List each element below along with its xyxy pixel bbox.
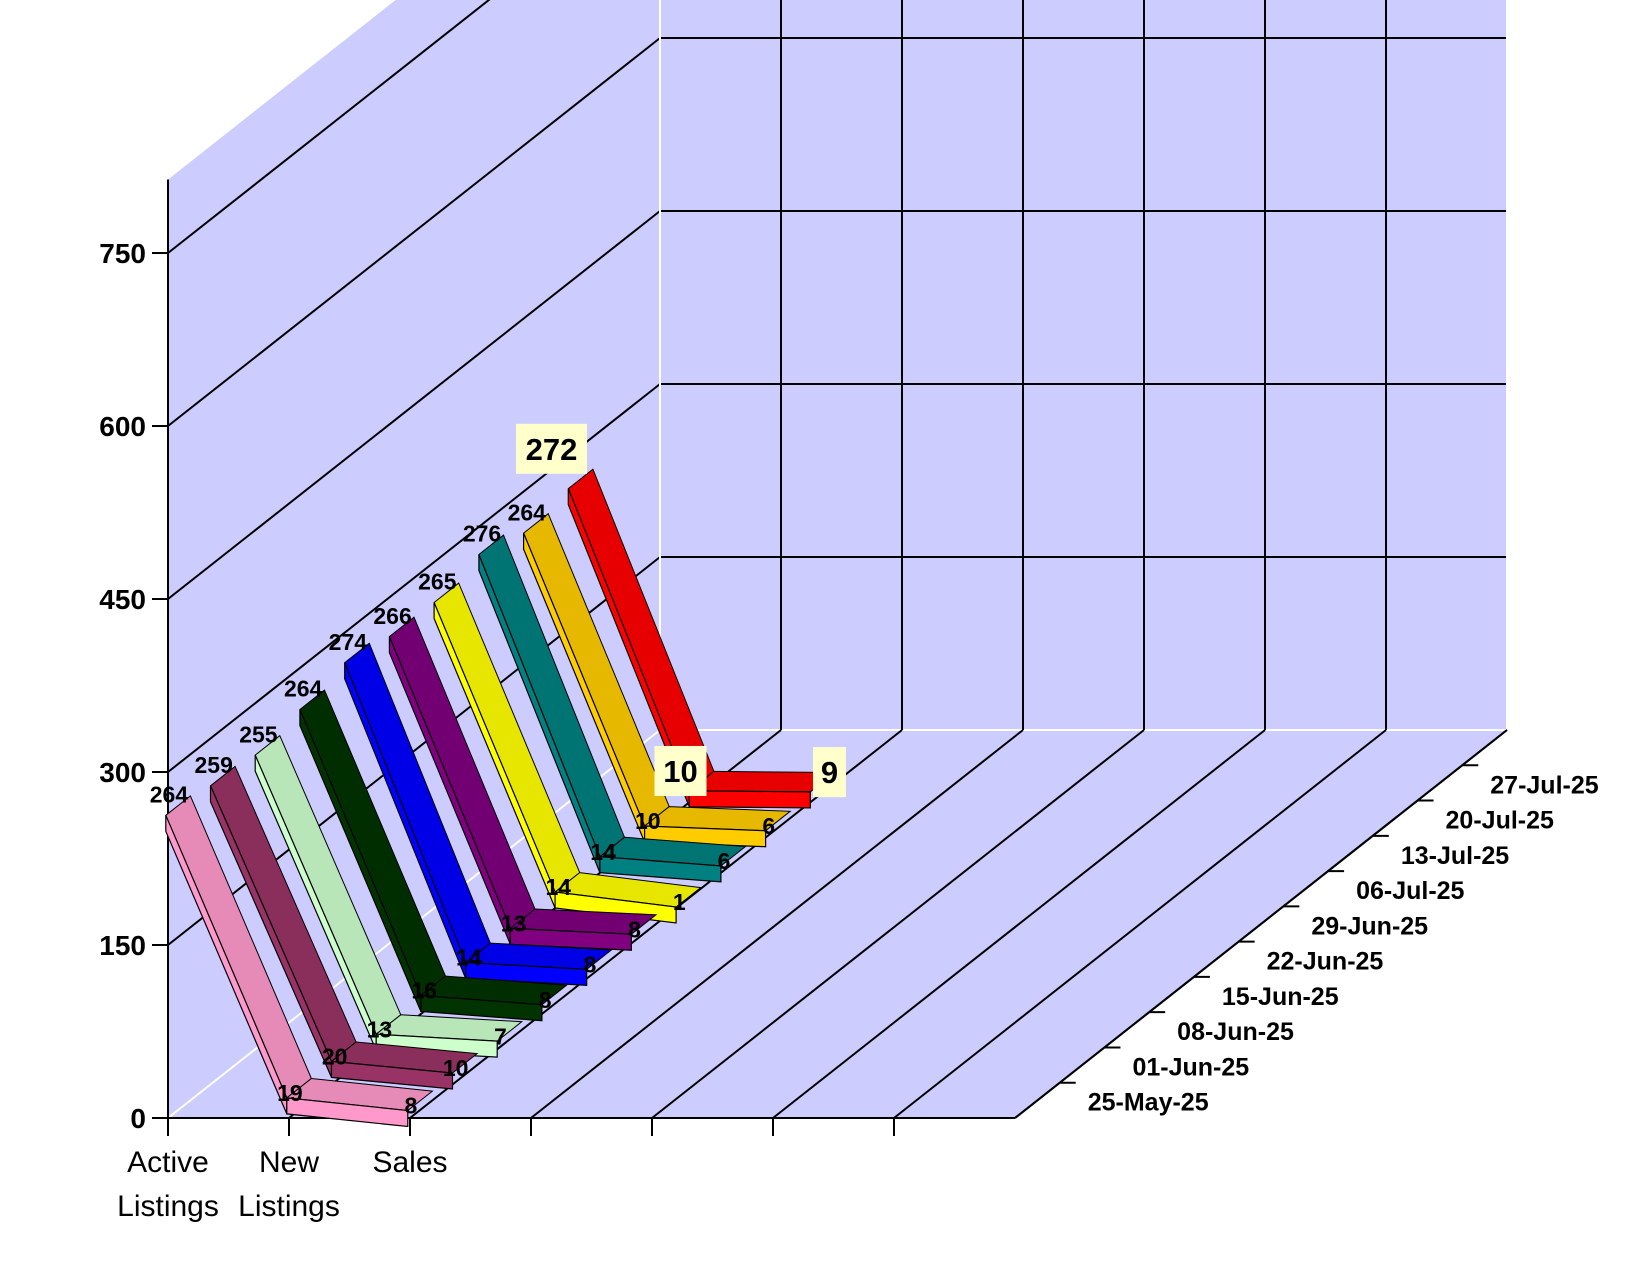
series-line-9 [567, 468, 837, 809]
value-label: 264 [508, 499, 547, 525]
value-label-box [812, 747, 846, 798]
y-tick-label: 0 [130, 1103, 146, 1134]
value-label: 20 [322, 1044, 348, 1070]
series-date-label: 27-Jul-25 [1490, 771, 1598, 799]
value-label: 265 [418, 569, 457, 595]
value-label: 13 [501, 911, 527, 937]
series-date-label: 22-Jun-25 [1267, 948, 1384, 976]
y-tick-label: 750 [99, 238, 146, 269]
category-label: New [259, 1146, 319, 1179]
back-wall [660, 0, 1507, 730]
value-label: 14 [456, 945, 482, 971]
value-label: 8 [539, 987, 552, 1013]
chart-axes: 0 150 300 450 600 750 Active Listings New Listing… [99, 179, 1599, 1223]
value-label: 10 [663, 754, 697, 789]
category-label: Listings [238, 1190, 340, 1223]
value-label: 264 [284, 676, 323, 702]
left-wall-gridline-5 [167, 0, 491, 254]
value-label: 259 [194, 752, 232, 778]
series-date-label: 08-Jun-25 [1177, 1018, 1294, 1046]
category-label: Listings [117, 1190, 219, 1223]
value-label: 272 [526, 432, 578, 467]
series-date-label: 29-Jun-25 [1311, 912, 1428, 940]
value-label: 16 [411, 978, 437, 1004]
series-date-label: 06-Jul-25 [1356, 877, 1464, 905]
depth-axis [1014, 729, 1508, 1119]
series-line-4 [344, 642, 613, 987]
value-label: 266 [373, 603, 411, 629]
series-line-0 [165, 795, 434, 1128]
series-line-2 [254, 734, 524, 1058]
value-label: 9 [821, 755, 838, 790]
floor-depth-line-4 [651, 729, 1145, 1119]
value-label: 8 [628, 916, 641, 942]
value-label-box [654, 745, 707, 796]
series-ribbon-front [286, 1097, 409, 1128]
series-ribbon-front [330, 1060, 454, 1090]
value-label: 14 [590, 839, 616, 865]
value-label: 264 [150, 781, 189, 807]
series-date-label: 01-Jun-25 [1132, 1053, 1249, 1081]
value-label: 14 [546, 874, 572, 900]
category-label: Sales [372, 1146, 447, 1179]
y-tick-label: 300 [99, 757, 146, 788]
series-ribbon-front [509, 927, 633, 951]
y-tick-label: 600 [99, 411, 146, 442]
value-label: 1 [673, 889, 686, 915]
series-ribbon-front [688, 790, 811, 809]
floor-depth-line-6 [893, 729, 1387, 1119]
series-date-label: 13-Jul-25 [1401, 842, 1509, 870]
series-date-label: 25-May-25 [1088, 1089, 1209, 1117]
series-line-1 [209, 765, 479, 1090]
series-line-8 [522, 512, 792, 848]
value-label: 19 [277, 1080, 303, 1106]
series-line-3 [299, 689, 568, 1022]
y-tick-label: 150 [99, 930, 146, 961]
left-wall-gridline-4 [167, 37, 661, 427]
floor-depth-line-5 [772, 729, 1266, 1119]
value-label: 13 [367, 1016, 393, 1042]
value-label: 10 [635, 808, 661, 834]
category-label: Active [127, 1146, 209, 1179]
y-tick-label: 450 [99, 584, 146, 615]
series-ribbon-front [420, 994, 543, 1022]
value-label: 8 [405, 1093, 418, 1119]
series-line-5 [388, 616, 658, 951]
value-label-box [515, 423, 587, 474]
series-date-label: 20-Jul-25 [1446, 807, 1554, 835]
floor-depth-line-3 [530, 729, 1024, 1119]
value-label: 274 [329, 629, 368, 655]
value-label: 6 [762, 813, 775, 839]
value-label: 8 [583, 952, 596, 978]
value-label: 6 [718, 848, 731, 874]
value-label: 7 [494, 1023, 507, 1049]
value-label: 10 [443, 1055, 469, 1081]
series-date-label: 15-Jun-25 [1222, 983, 1339, 1011]
left-wall-gridline-3 [167, 210, 661, 600]
series-line-7 [478, 534, 747, 883]
series-ribbon-front [599, 856, 722, 883]
value-label: 255 [239, 721, 278, 747]
chart-series [165, 468, 837, 1128]
value-label: 276 [463, 521, 501, 547]
